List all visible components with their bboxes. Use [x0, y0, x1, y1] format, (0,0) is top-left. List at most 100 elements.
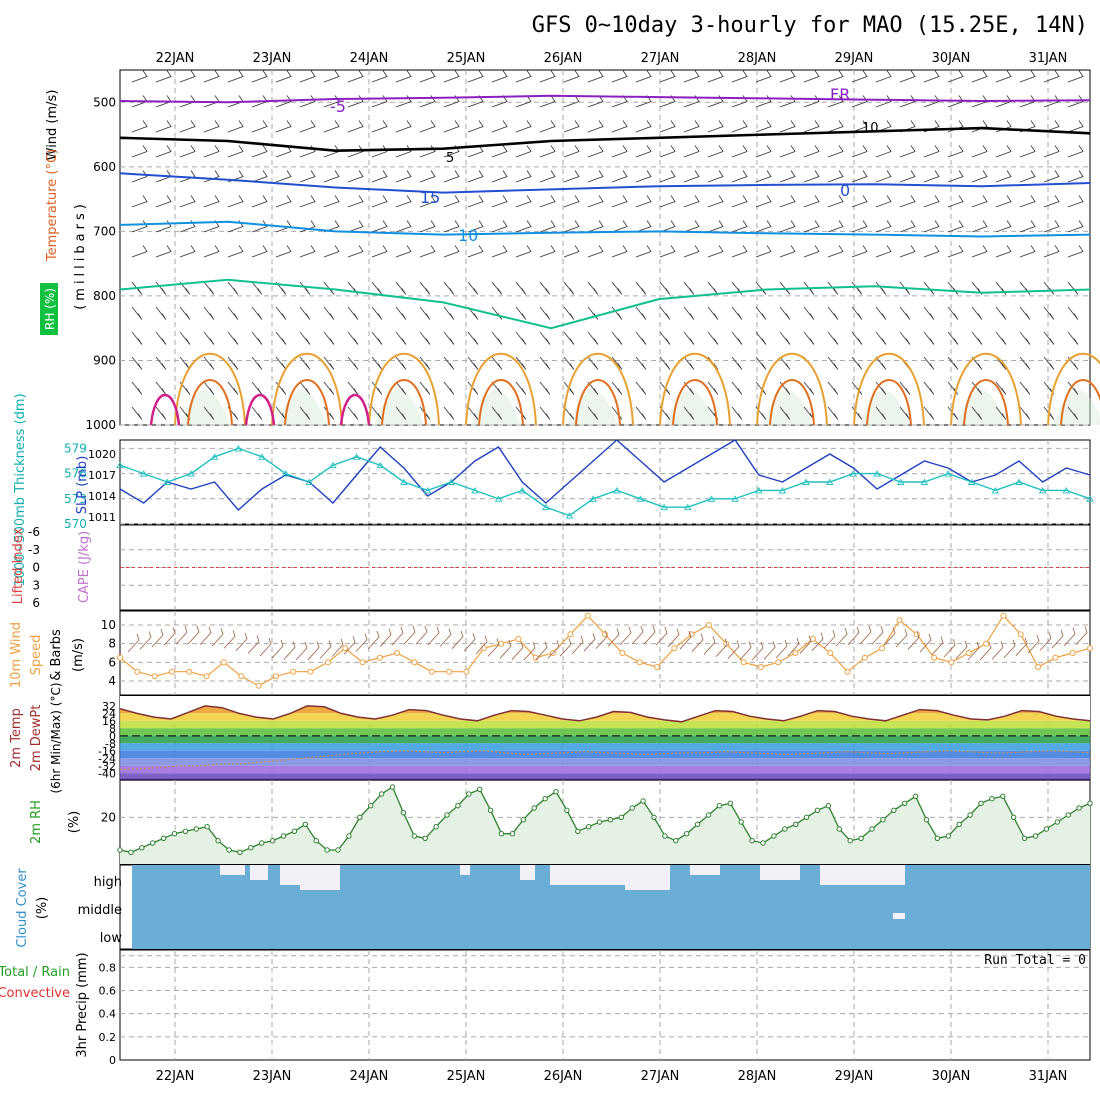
wind-barb: [731, 245, 748, 258]
wind-speed-point: [480, 645, 487, 652]
surface-wind-barb: [199, 626, 212, 645]
wind-barb: [251, 406, 263, 420]
date-label-bottom: 24JAN: [350, 1069, 389, 1084]
wind-barb: [1067, 356, 1079, 370]
wind-barb: [707, 331, 719, 345]
wind-barb: [1043, 220, 1060, 233]
wind-barb: [779, 95, 796, 108]
wind-barb: [1067, 281, 1079, 295]
wind-barb: [995, 406, 1007, 420]
wind-barb: [203, 356, 215, 370]
wind-speed-point: [654, 664, 660, 670]
pressure-units-label: (millibars): [73, 200, 88, 310]
wind-barb: [539, 170, 556, 183]
wind-barb: [179, 356, 191, 370]
wind-barb: [683, 406, 695, 420]
rh-point: [553, 789, 559, 795]
wind-barb: [251, 306, 263, 320]
isotherm-20: [271, 352, 343, 426]
wind-barb: [347, 281, 359, 295]
wind-barb: [467, 145, 484, 158]
wind-barb: [275, 120, 292, 133]
surface-wind-barb: [427, 626, 440, 646]
rh-point: [1065, 812, 1071, 818]
isotherm-20: [368, 352, 440, 426]
wind-barb: [419, 306, 431, 320]
run-total-label: Run Total = 0: [984, 953, 1086, 968]
rh-point: [444, 812, 450, 818]
cloud-gap: [893, 913, 905, 919]
wind-barb: [323, 170, 340, 183]
isotherm-25: [381, 379, 427, 426]
contour-label: 10: [458, 226, 478, 245]
date-label-top: 23JAN: [253, 51, 292, 66]
wind-barb: [299, 170, 316, 183]
wind-barb: [947, 356, 959, 370]
rh-point: [193, 826, 200, 832]
wind-barb: [827, 195, 844, 208]
wind-barb: [995, 331, 1007, 345]
wind-barb: [563, 306, 575, 320]
wind-barb: [299, 195, 316, 208]
wind-barb: [371, 220, 388, 233]
temp-line: [119, 705, 1091, 723]
surface-wind-barb: [487, 638, 500, 657]
wind-barb: [755, 220, 772, 233]
wind-barb: [515, 195, 532, 208]
wind-barb: [563, 70, 580, 83]
precip-total-label: Total / Rain: [0, 965, 70, 980]
date-label-top: 30JAN: [932, 51, 971, 66]
wind-barb: [131, 245, 148, 258]
wind-tick-label: 4: [108, 674, 116, 688]
wind-barb: [923, 220, 940, 233]
wind-barb: [251, 170, 268, 183]
rh-point: [139, 845, 145, 851]
wind-barb: [155, 406, 167, 420]
surface-wind-barb: [931, 636, 944, 655]
wind-speed-point: [394, 650, 401, 656]
rh-point: [160, 835, 167, 841]
wind-barb: [731, 356, 743, 370]
wind-barb: [443, 331, 455, 345]
wind-barb: [275, 70, 292, 83]
wind-barb: [587, 195, 604, 208]
wind-barb: [227, 356, 239, 370]
rh-point: [498, 831, 505, 837]
wind-barb: [827, 245, 844, 258]
wind-barb: [539, 406, 551, 420]
wind-barb: [683, 331, 695, 345]
wind-barb: [1067, 120, 1084, 133]
isotherm-25: [963, 379, 1009, 426]
wind-speed-point: [359, 659, 366, 666]
wind-tick-label: 6: [108, 655, 116, 669]
wind-barb: [227, 306, 239, 320]
temp-mask: [120, 696, 1090, 722]
rh-point: [989, 796, 995, 802]
isotherm-20: [659, 352, 731, 426]
wind-barb: [1019, 145, 1036, 158]
wind-barb: [1019, 195, 1036, 208]
wind-barb: [779, 281, 791, 295]
stability-panel: -6 -3 0 3 6: [28, 524, 1091, 611]
rh-point: [1087, 800, 1093, 806]
wind-barb: [587, 245, 604, 258]
wind-barb: [371, 95, 388, 108]
wind-barb: [275, 195, 292, 208]
wind-barb: [323, 120, 340, 133]
wind-units-label: (m/s): [71, 638, 86, 672]
surface-wind-barb: [607, 628, 620, 647]
wind-barb: [707, 170, 724, 183]
wind-barb: [395, 220, 412, 233]
wind-barb: [371, 170, 388, 183]
wind-barb: [827, 281, 839, 295]
wind-barb: [707, 281, 719, 295]
wind-speed-point: [498, 640, 505, 647]
wind-speed-point: [705, 622, 712, 628]
rh-point: [487, 807, 494, 813]
wind-barb: [827, 95, 844, 108]
wind-barb: [467, 281, 479, 295]
cloud-level-label: high: [94, 875, 122, 890]
temp-band: [120, 735, 1090, 744]
wind-barb: [131, 220, 148, 233]
contour-label: 0: [840, 181, 850, 200]
